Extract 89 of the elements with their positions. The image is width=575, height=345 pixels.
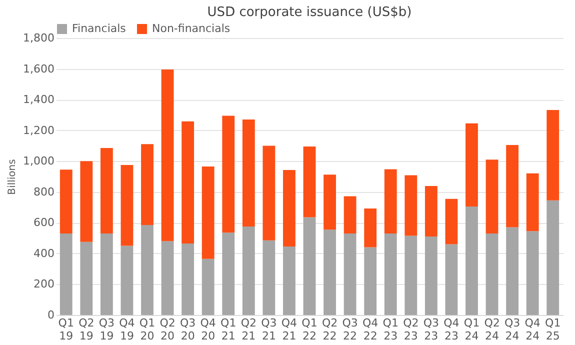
- x-tick-label: Q2 19: [78, 316, 94, 342]
- bar: [344, 233, 356, 315]
- x-tick-label: Q4 22: [362, 316, 378, 342]
- bar: [384, 233, 397, 315]
- y-tick-label: 600: [34, 216, 54, 230]
- x-tick-label: Q2 24: [484, 316, 500, 342]
- x-tick-label: Q4 23: [444, 316, 460, 342]
- bar: [262, 146, 276, 240]
- x-tick-label: Q2 23: [403, 316, 419, 342]
- bar: [141, 224, 154, 315]
- bar: [506, 144, 519, 228]
- bar: [222, 232, 235, 315]
- y-tick-label: 1,200: [23, 124, 54, 137]
- y-tick-label: 200: [34, 278, 54, 291]
- bar: [486, 233, 498, 315]
- bar: [384, 169, 397, 234]
- bar: [161, 70, 174, 242]
- bar: [546, 200, 560, 315]
- bar: [100, 233, 113, 315]
- x-tick-label: Q3 20: [180, 316, 196, 342]
- bar: [60, 233, 72, 315]
- bar: [182, 121, 194, 244]
- x-tick-label: Q1 20: [139, 316, 156, 342]
- y-tick-label: 0: [48, 308, 54, 322]
- bar: [100, 148, 113, 234]
- x-tick-label: Q4 21: [281, 316, 298, 342]
- x-tick-label: Q1 19: [58, 316, 74, 342]
- bar: [222, 116, 235, 233]
- x-tick-label: Q3 24: [504, 316, 520, 342]
- bar: [120, 246, 134, 315]
- bar: [283, 246, 296, 315]
- x-tick-label: Q1 22: [302, 316, 318, 342]
- bar: [324, 230, 336, 315]
- x-tick-label: Q2 20: [160, 316, 176, 342]
- x-tick-label: Q3 23: [423, 316, 440, 342]
- bar: [344, 196, 356, 234]
- x-tick-label: Q1 23: [382, 316, 398, 342]
- bar: [546, 110, 560, 200]
- bar: [424, 236, 438, 315]
- y-tick-label: 1,800: [23, 32, 54, 44]
- bar: [364, 208, 377, 248]
- x-tick-label: Q1 21: [220, 316, 236, 342]
- bar: [303, 146, 316, 218]
- bar: [526, 173, 539, 232]
- bar: [120, 164, 134, 246]
- y-axis-title: Billions: [7, 159, 18, 195]
- bar: [445, 198, 458, 244]
- bar: [526, 231, 539, 315]
- y-tick-label: 1,600: [23, 62, 54, 76]
- y-tick-label: 1,400: [23, 93, 54, 106]
- bar: [161, 241, 174, 315]
- bar: [202, 258, 214, 315]
- bar: [466, 206, 478, 315]
- x-tick-label: Q4 24: [524, 316, 540, 342]
- bar: [324, 174, 336, 230]
- x-tick-label: Q1 25: [545, 316, 561, 342]
- bar: [182, 243, 194, 315]
- x-tick-label: Q2 21: [240, 316, 256, 342]
- y-tick-label: 1,000: [23, 154, 54, 168]
- bar: [424, 186, 438, 237]
- x-tick-label: Q4 19: [119, 316, 135, 342]
- x-tick-label: Q4 20: [200, 316, 216, 342]
- bar: [80, 242, 93, 315]
- y-tick-label: 800: [34, 185, 54, 198]
- bar: [364, 247, 377, 315]
- y-tick-label: 400: [34, 246, 54, 260]
- chart-title: USD corporate issuance (US$b): [207, 5, 412, 20]
- x-tick-label: Q3 19: [98, 316, 115, 342]
- bar: [141, 144, 154, 225]
- bar: [242, 120, 255, 227]
- bar: [262, 240, 276, 315]
- bar: [404, 236, 418, 315]
- bar: [404, 175, 418, 236]
- x-tick-label: Q2 22: [322, 316, 338, 342]
- legend-label: Financials: [72, 22, 126, 35]
- legend-label: Non-financials: [152, 22, 230, 35]
- bar: [60, 170, 72, 234]
- bar: [202, 166, 214, 259]
- bar: [506, 227, 519, 315]
- bar: [303, 217, 316, 315]
- bar: [80, 161, 93, 242]
- x-tick-label: Q3 22: [342, 316, 358, 342]
- bar: [283, 170, 296, 247]
- bar: [242, 226, 255, 315]
- bar: [445, 244, 458, 315]
- bar: [486, 160, 498, 234]
- x-tick-label: Q3 21: [261, 316, 277, 342]
- x-tick-label: Q1 24: [464, 316, 480, 342]
- bar: [466, 123, 478, 207]
